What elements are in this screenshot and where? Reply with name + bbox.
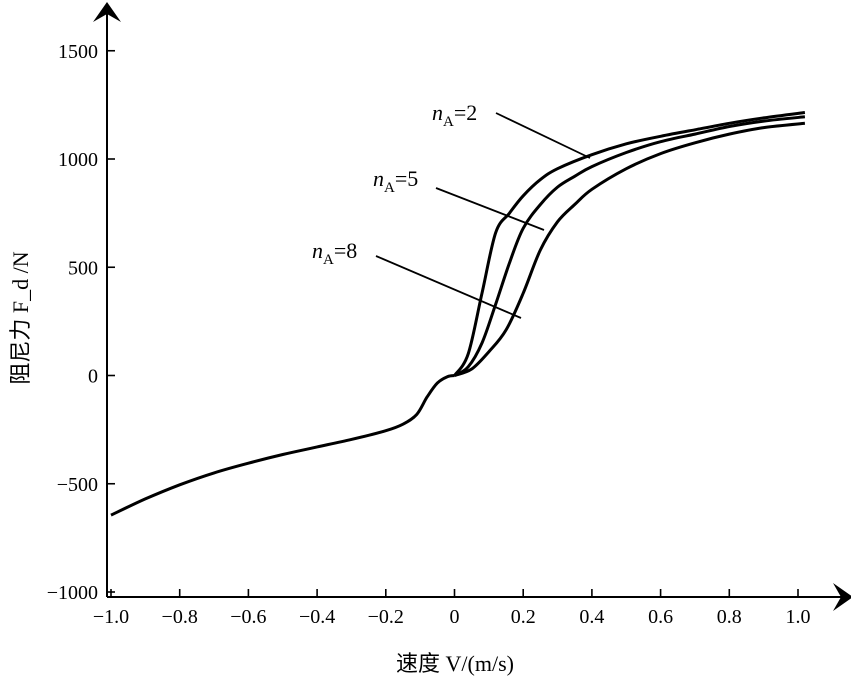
x-tick-label: 0.6 bbox=[648, 606, 673, 628]
y-tick-label: −1000 bbox=[47, 582, 98, 604]
x-tick-label: 1.0 bbox=[786, 606, 811, 628]
curve-group bbox=[110, 111, 806, 517]
x-tick-label: −0.8 bbox=[162, 606, 198, 628]
y-tick-label: −500 bbox=[57, 474, 98, 496]
x-tick-label: −0.2 bbox=[368, 606, 404, 628]
x-tick-label: 0.8 bbox=[717, 606, 742, 628]
curve-series-3 bbox=[453, 121, 806, 377]
y-tick-group: 1500 1000 500 0 −500 −1000 bbox=[47, 41, 115, 604]
x-tick-label: −1.0 bbox=[93, 606, 129, 628]
y-tick-label: 1500 bbox=[58, 41, 98, 63]
annotation-leader-line bbox=[375, 255, 522, 319]
x-tick-label: 0 bbox=[450, 606, 460, 628]
x-tick-label: −0.4 bbox=[299, 606, 335, 628]
x-tick-label: 0.4 bbox=[579, 606, 604, 628]
y-tick-label: 500 bbox=[68, 257, 98, 279]
x-tick-group: −1.0 −0.8 −0.6 −0.4 −0.2 0 0.2 0.4 0.6 0.8 1.0 bbox=[93, 589, 811, 628]
series-annotation: nA=8 bbox=[312, 238, 357, 268]
annotation-group: nA=2 nA=5 nA=8 bbox=[312, 100, 591, 319]
y-axis-title: 阻尼力 F_d /N bbox=[8, 251, 33, 384]
y-tick-label: 1000 bbox=[58, 149, 98, 171]
x-tick-label: −0.6 bbox=[230, 606, 266, 628]
annotation-leader-line bbox=[495, 112, 591, 159]
curve-series-1 bbox=[453, 111, 806, 377]
series-annotation: nA=5 bbox=[373, 166, 418, 196]
x-axis-title: 速度 V/(m/s) bbox=[396, 651, 514, 676]
y-tick-label: 0 bbox=[88, 366, 98, 388]
curve-series-2 bbox=[453, 115, 806, 377]
curve-negative-branch bbox=[110, 374, 455, 517]
x-tick-label: 0.2 bbox=[511, 606, 536, 628]
annotation-leader-line bbox=[435, 187, 545, 231]
series-annotation: nA=2 bbox=[432, 100, 477, 130]
